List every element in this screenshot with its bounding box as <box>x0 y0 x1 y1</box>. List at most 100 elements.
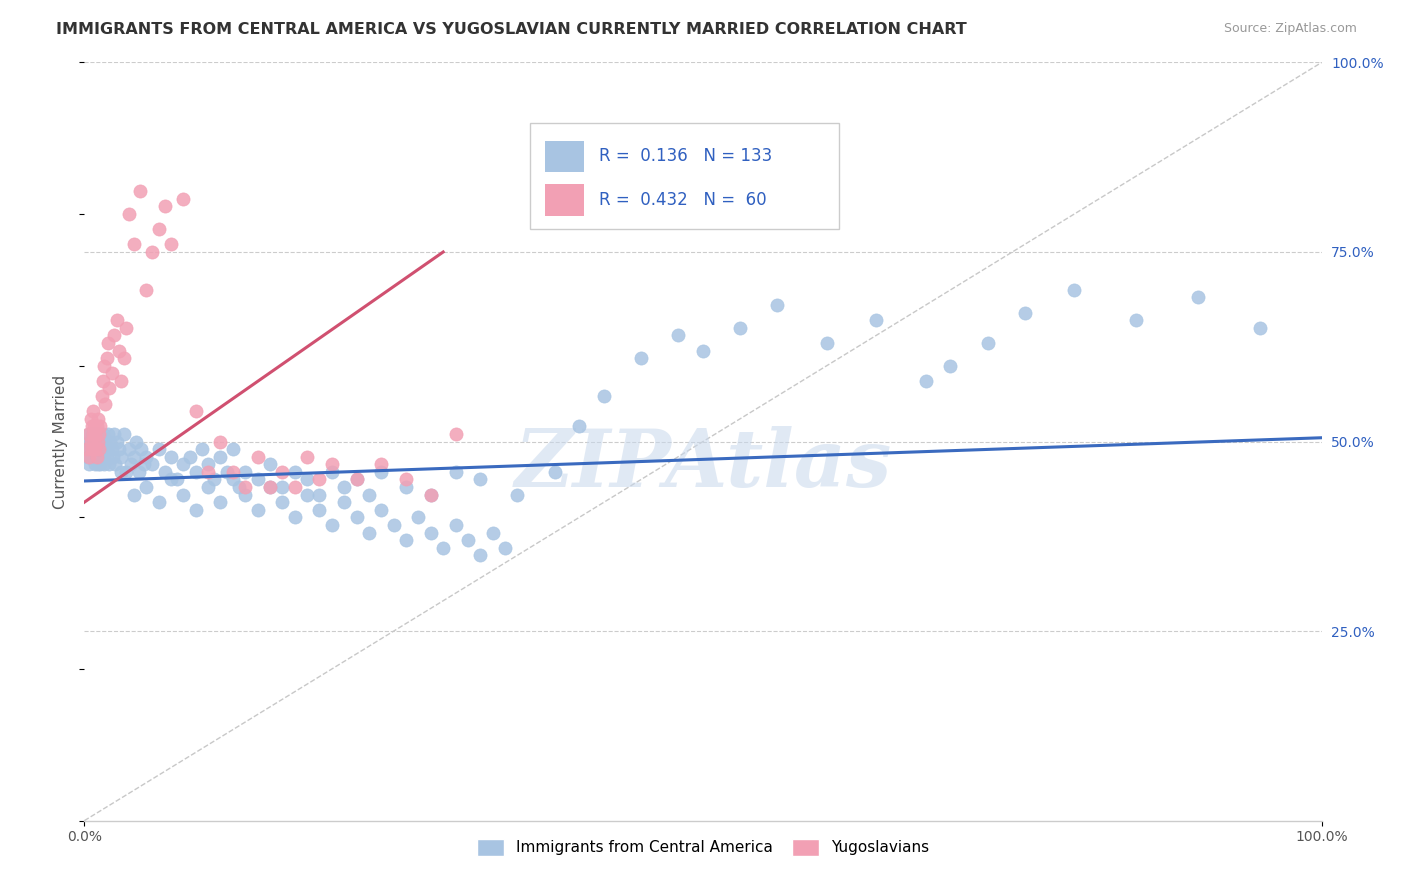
Point <box>457 533 479 548</box>
Point <box>382 517 405 532</box>
Point <box>593 389 616 403</box>
Point <box>728 320 751 334</box>
Point <box>90 434 112 449</box>
Point <box>83 442 105 457</box>
Point <box>135 283 157 297</box>
Point <box>98 382 121 396</box>
Point <box>100 442 122 457</box>
Point <box>172 192 194 206</box>
Point <box>125 434 148 449</box>
Point <box>76 442 98 457</box>
Point <box>321 458 343 472</box>
Point <box>86 419 108 434</box>
Point <box>370 465 392 479</box>
Point <box>395 473 418 487</box>
Point <box>132 458 155 472</box>
Point <box>122 487 145 501</box>
Point <box>172 458 194 472</box>
Point <box>259 458 281 472</box>
Point <box>233 480 256 494</box>
Point <box>148 442 170 457</box>
Point <box>82 427 104 442</box>
Point <box>209 495 232 509</box>
Point <box>153 199 176 213</box>
Point <box>77 434 100 449</box>
Point <box>346 473 368 487</box>
Point <box>96 351 118 366</box>
Point <box>630 351 652 366</box>
Point <box>160 473 183 487</box>
Text: R =  0.136   N = 133: R = 0.136 N = 133 <box>599 147 772 165</box>
Point <box>160 450 183 464</box>
Point <box>104 458 127 472</box>
Point <box>259 480 281 494</box>
Point <box>77 427 100 442</box>
FancyBboxPatch shape <box>530 123 839 229</box>
Point <box>209 450 232 464</box>
Point <box>321 517 343 532</box>
Point <box>408 510 430 524</box>
Point <box>444 517 467 532</box>
Point <box>222 473 245 487</box>
Point <box>84 434 107 449</box>
Point <box>271 465 294 479</box>
Point <box>346 510 368 524</box>
Point <box>419 525 441 540</box>
Point <box>100 366 122 380</box>
Point <box>97 335 120 350</box>
Point <box>148 495 170 509</box>
Point <box>197 465 219 479</box>
Point <box>666 328 689 343</box>
Point <box>333 495 356 509</box>
Point <box>93 442 115 457</box>
Point <box>357 525 380 540</box>
Point <box>191 442 214 457</box>
Point <box>86 427 108 442</box>
Point <box>79 434 101 449</box>
Point <box>108 442 131 457</box>
Point <box>815 335 838 350</box>
Point <box>197 458 219 472</box>
Point <box>80 427 103 442</box>
Point <box>141 458 163 472</box>
Point <box>120 458 142 472</box>
Point <box>118 442 141 457</box>
Point <box>83 427 105 442</box>
Point <box>83 434 105 449</box>
Point <box>112 427 135 442</box>
Point <box>284 480 307 494</box>
Text: ZIPAtlas: ZIPAtlas <box>515 425 891 503</box>
Point <box>153 465 176 479</box>
Point <box>96 442 118 457</box>
Point <box>1014 305 1036 319</box>
Point <box>184 503 207 517</box>
Point <box>228 480 250 494</box>
Point <box>284 510 307 524</box>
Point <box>76 442 98 457</box>
Point <box>108 343 131 358</box>
Point <box>357 487 380 501</box>
Point <box>184 404 207 418</box>
Point <box>215 465 238 479</box>
Point <box>470 548 492 563</box>
Point <box>94 434 117 449</box>
Point <box>209 434 232 449</box>
Point <box>89 442 111 457</box>
Point <box>83 419 105 434</box>
Point <box>1249 320 1271 334</box>
Point <box>172 487 194 501</box>
Point <box>79 450 101 464</box>
Point <box>395 533 418 548</box>
Point <box>370 458 392 472</box>
Text: Source: ZipAtlas.com: Source: ZipAtlas.com <box>1223 22 1357 36</box>
Point <box>506 487 529 501</box>
Point <box>395 480 418 494</box>
Point <box>141 244 163 259</box>
Point <box>233 465 256 479</box>
Point <box>939 359 962 373</box>
Point <box>98 458 121 472</box>
Point <box>222 465 245 479</box>
Point <box>246 503 269 517</box>
Point <box>494 541 516 555</box>
FancyBboxPatch shape <box>544 184 585 216</box>
